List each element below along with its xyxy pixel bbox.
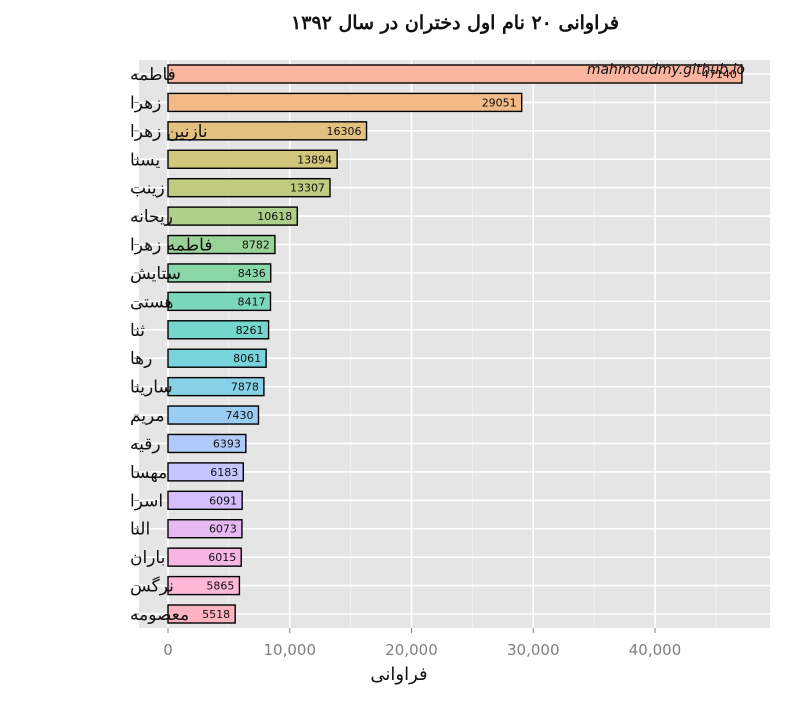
bar-value-label: 5865 [206,580,234,593]
plot-panel [139,60,770,628]
x-axis-title: فراوانی [370,664,427,685]
bar [167,348,267,368]
category-label: رقیه [130,434,161,454]
x-tick-label: 0 [163,641,173,659]
bar-value-label: 8061 [233,352,261,365]
bar [167,547,242,567]
category-label: فاطمه زهرا [130,236,212,256]
bar-value-label: 8261 [236,324,264,337]
bar-value-label: 47140 [702,68,737,81]
category-label: باران [130,548,165,568]
bar-value-label: 16306 [327,125,362,138]
labels-layer: 5518 معصومه 5865 نرگس 6015 باران 6073 النا 6091 ا… [130,65,737,625]
bar-value-label: 6073 [209,523,237,536]
bar-value-label: 7878 [231,381,259,394]
bar [167,206,298,226]
bar [167,149,338,169]
category-label: نازنین زهرا [130,122,208,142]
x-tick-label: 30,000 [507,641,560,659]
watermark: mahmoudmy.github.io [587,62,745,78]
bar-value-label: 8417 [237,295,265,308]
bar-value-label: 5518 [202,608,230,621]
category-label: ثنا [130,321,145,341]
bar [167,234,276,255]
bar-value-label: 10618 [257,210,292,223]
bar [167,291,272,312]
category-label: ستایش [130,264,181,284]
bar [167,64,743,84]
bar [167,121,368,141]
bar [167,490,243,511]
bar [167,92,523,113]
category-label: النا [130,520,150,540]
category-label: مهسا [130,463,167,483]
category-label: نرگس [130,576,174,597]
bar [167,462,244,482]
bar-value-label: 13307 [290,182,325,195]
bar-value-label: 6393 [213,437,241,450]
bar-value-label: 6015 [208,551,236,564]
bar-value-label: 13894 [297,153,332,166]
category-label: فاطمه [130,65,176,85]
bar [167,433,247,454]
category-label: معصومه [130,605,189,625]
category-label: یسنا [130,150,160,170]
category-label: زینب [130,179,165,199]
bar-value-label: 7430 [225,409,253,422]
bar-value-label: 6183 [210,466,238,479]
bar-value-label: 8782 [242,239,270,252]
bar [167,263,272,283]
x-tick-label: 10,000 [264,641,317,659]
category-label: رها [130,349,152,369]
bar [167,575,241,596]
category-label: سارینا [130,378,173,398]
category-label: زهرا [130,93,161,113]
bar [167,320,270,340]
category-label: ریحانه [130,207,173,227]
category-label: مریم [130,406,165,426]
x-tick-label: 20,000 [385,641,438,659]
x-tick-label: 40,000 [629,641,682,659]
bar [167,405,260,425]
bar [167,376,265,397]
bar-value-label: 8436 [238,267,266,280]
category-label: هستی [130,292,173,312]
category-label: اسرا [130,491,163,511]
ticks-layer: 0 10,000 20,000 30,000 40,000 [163,628,681,659]
chart-title: فراوانی ۲۰ نام اول دختران در سال ۱۳۹۲ [291,12,619,34]
bar [167,604,236,624]
bar [167,177,331,198]
bar [167,519,243,539]
bar-value-label: 29051 [482,96,517,109]
bars-layer [167,64,743,624]
bar-value-label: 6091 [209,494,237,507]
